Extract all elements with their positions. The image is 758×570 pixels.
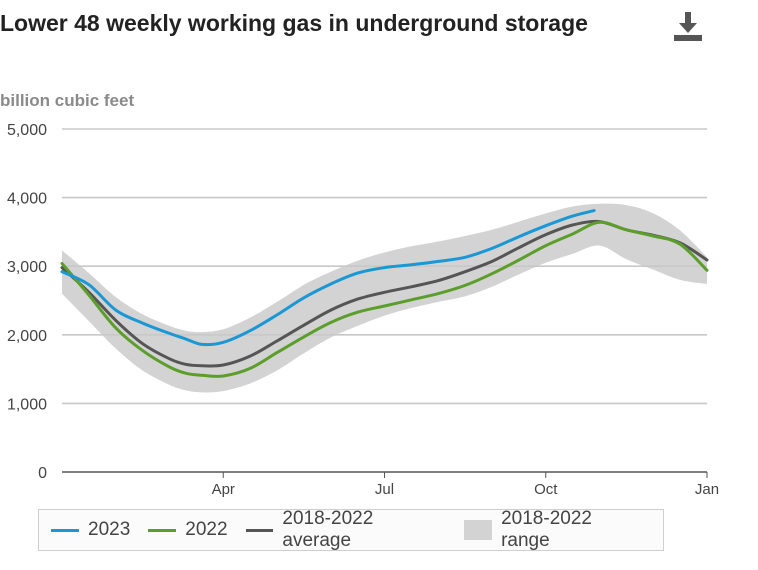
y-tick-label-0: 0 bbox=[38, 465, 47, 482]
series-line-2022 bbox=[60, 220, 709, 378]
y-tick-label-5000: 5,000 bbox=[7, 122, 47, 139]
download-icon[interactable] bbox=[670, 10, 706, 44]
range-band-2018-2022 bbox=[62, 203, 707, 393]
legend-item-average[interactable]: 2018-2022 average bbox=[245, 508, 447, 552]
legend-label-average: 2018-2022 average bbox=[282, 508, 374, 551]
y-axis-unit-label: billion cubic feet bbox=[0, 91, 135, 110]
legend-swatch-range bbox=[464, 520, 493, 540]
legend-swatch-2022 bbox=[148, 528, 177, 532]
y-tick-label-1000: 1,000 bbox=[7, 396, 47, 413]
y-tick-label-3000: 3,000 bbox=[7, 259, 47, 276]
x-tick-label-apr: Apr bbox=[212, 481, 235, 498]
legend-item-range[interactable]: 2018-2022 range bbox=[464, 508, 645, 552]
y-tick-label-4000: 4,000 bbox=[7, 191, 47, 208]
chart-title: Lower 48 weekly working gas in undergrou… bbox=[0, 10, 588, 36]
legend-label-2022: 2022 bbox=[185, 519, 228, 540]
legend-item-2022[interactable]: 2022 bbox=[148, 519, 228, 541]
legend-swatch-2023 bbox=[51, 528, 79, 532]
legend-swatch-average bbox=[245, 528, 274, 532]
legend-item-2023[interactable]: 2023 bbox=[51, 519, 130, 541]
chart-legend: 2023 2022 2018-2022 average 2018-2022 ra… bbox=[38, 508, 664, 552]
legend-label-2023: 2023 bbox=[88, 519, 131, 540]
chart-plot: 0 1,000 2,000 3,000 4,000 5,000 Apr Jul Oct Jan bbox=[7, 122, 719, 498]
series-line-2023 bbox=[60, 209, 596, 347]
x-tick-label-oct: Oct bbox=[534, 481, 558, 498]
legend-label-range: 2018-2022 range bbox=[501, 508, 592, 551]
y-tick-label-2000: 2,000 bbox=[7, 328, 47, 345]
x-tick-label-jan: Jan bbox=[695, 481, 719, 498]
x-tick-label-jul: Jul bbox=[375, 481, 394, 498]
